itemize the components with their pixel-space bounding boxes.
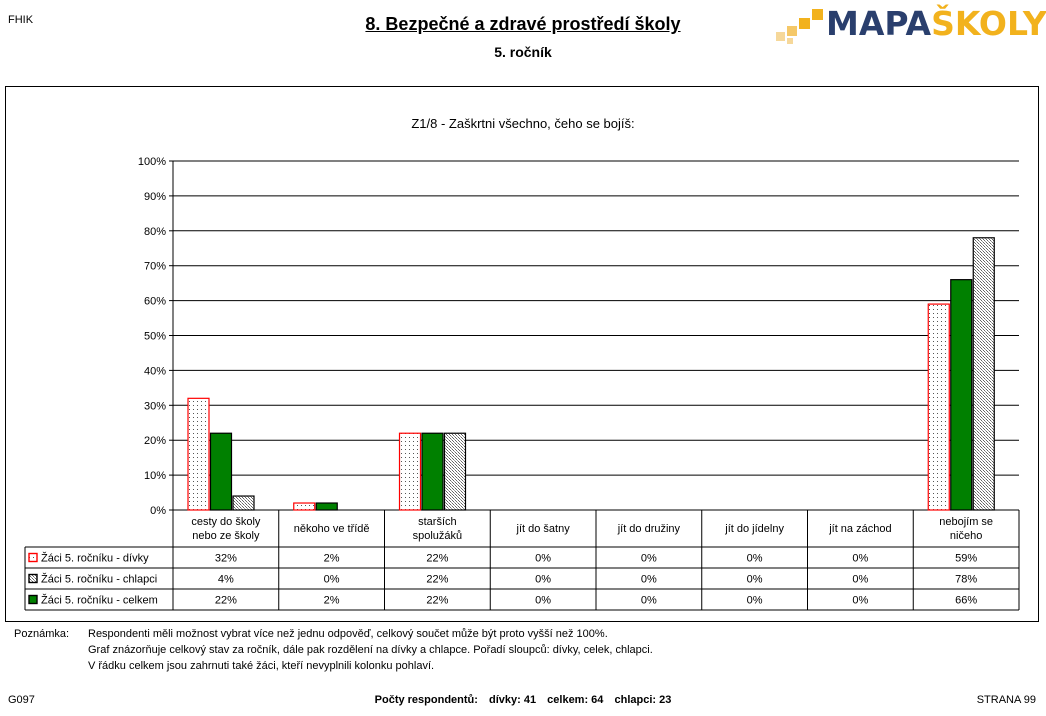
bar (443, 432, 467, 511)
footer-code: G097 (8, 694, 35, 706)
y-tick-label: 40% (144, 365, 166, 377)
bar (209, 432, 233, 511)
legend-label: Žáci 5. ročníku - chlapci (41, 573, 157, 586)
page-subtitle: 5. ročník (494, 44, 552, 60)
y-tick-label: 10% (144, 470, 166, 482)
note-line-1: Respondenti měli možnost vybrat více než… (88, 628, 608, 640)
legend-swatch (28, 594, 38, 605)
logo-squares-icon (776, 9, 823, 44)
x-tick-label: jít do družiny (617, 523, 681, 535)
y-tick-label: 60% (144, 296, 166, 308)
page-number: STRANA 99 (976, 694, 1036, 706)
legend-swatch (28, 552, 38, 563)
data-label: 32% (215, 553, 237, 565)
data-label: 78% (955, 574, 977, 586)
x-tick-label: cesty do školy (191, 516, 261, 528)
data-label: 0% (747, 553, 763, 565)
data-label: 0% (641, 553, 657, 565)
y-tick-label: 80% (144, 226, 166, 238)
data-label: 0% (852, 553, 868, 565)
respondent-counts: Počty respondentů: dívky: 41 celkem: 64 … (0, 694, 1046, 706)
x-tick-label: jít do jídelny (724, 523, 784, 535)
bar (187, 397, 210, 511)
data-label: 2% (324, 595, 340, 607)
data-label: 0% (747, 595, 763, 607)
data-label: 4% (218, 574, 234, 586)
x-tick-label: starších (418, 516, 457, 528)
x-tick-label: někoho ve třídě (294, 523, 370, 535)
y-tick-label: 100% (138, 156, 166, 168)
y-tick-label: 0% (150, 505, 166, 517)
legend-swatch (28, 573, 38, 584)
chart-title: Z1/8 - Zaškrtni všechno, čeho se bojíš: (411, 116, 635, 131)
x-tick-label: jít do šatny (516, 523, 571, 535)
bar (398, 432, 422, 511)
bar (293, 502, 316, 511)
data-label: 22% (426, 595, 448, 607)
logo-text-skoly: ŠKOLY (931, 4, 1046, 43)
data-label: 2% (324, 553, 340, 565)
respondents-label: Počty respondentů: (374, 694, 478, 706)
data-label: 0% (535, 553, 551, 565)
bar (927, 303, 950, 511)
chart-frame (5, 86, 1039, 622)
respondents-girls: dívky: 41 (489, 694, 537, 706)
y-tick-label: 50% (144, 331, 166, 343)
data-label: 0% (535, 574, 551, 586)
data-label: 0% (852, 595, 868, 607)
data-label: 0% (324, 574, 340, 586)
data-label: 22% (426, 574, 448, 586)
respondents-boys: chlapci: 23 (614, 694, 672, 706)
logo-text-mapa: MAPA (826, 4, 932, 43)
bar (315, 502, 338, 511)
x-tick-label: ničeho (950, 530, 982, 542)
data-label: 0% (747, 574, 763, 586)
x-tick-label: nebojím se (939, 516, 993, 528)
data-label: 0% (535, 595, 551, 607)
data-label: 0% (641, 595, 657, 607)
data-label: 22% (215, 595, 237, 607)
x-tick-label: nebo ze školy (192, 530, 260, 542)
note-line-2: Graf znázorňuje celkový stav za ročník, … (88, 644, 653, 656)
page-title: 8. Bezpečné a zdravé prostředí školy (365, 14, 681, 34)
data-label: 0% (852, 574, 868, 586)
note-line-3: V řádku celkem jsou zahrnuti také žáci, … (88, 660, 435, 672)
y-tick-label: 70% (144, 261, 166, 273)
x-tick-label: spolužáků (413, 530, 463, 542)
bar (232, 495, 255, 511)
bar (421, 432, 444, 511)
x-tick-label: jít na záchod (828, 523, 891, 535)
data-label: 22% (426, 553, 448, 565)
legend-label: Žáci 5. ročníku - celkem (41, 594, 158, 607)
data-label: 0% (641, 574, 657, 586)
respondents-total: celkem: 64 (547, 694, 604, 706)
legend-label: Žáci 5. ročníku - dívky (41, 552, 149, 565)
bar (950, 279, 973, 511)
y-tick-label: 90% (144, 191, 166, 203)
mapa-skoly-logo: MAPAŠKOLY (776, 4, 1046, 46)
note-label: Poznámka: (14, 628, 70, 640)
bar (972, 237, 995, 511)
bar-chart: 0% 10% 20% 30% 40% 50% 60% 70% 80% 90% 100% cesty … (24, 156, 1020, 611)
y-tick-label: 30% (144, 400, 166, 412)
document-code: FHIK (8, 14, 34, 26)
data-label: 66% (955, 595, 977, 607)
data-label: 59% (955, 553, 977, 565)
y-tick-label: 20% (144, 435, 166, 447)
